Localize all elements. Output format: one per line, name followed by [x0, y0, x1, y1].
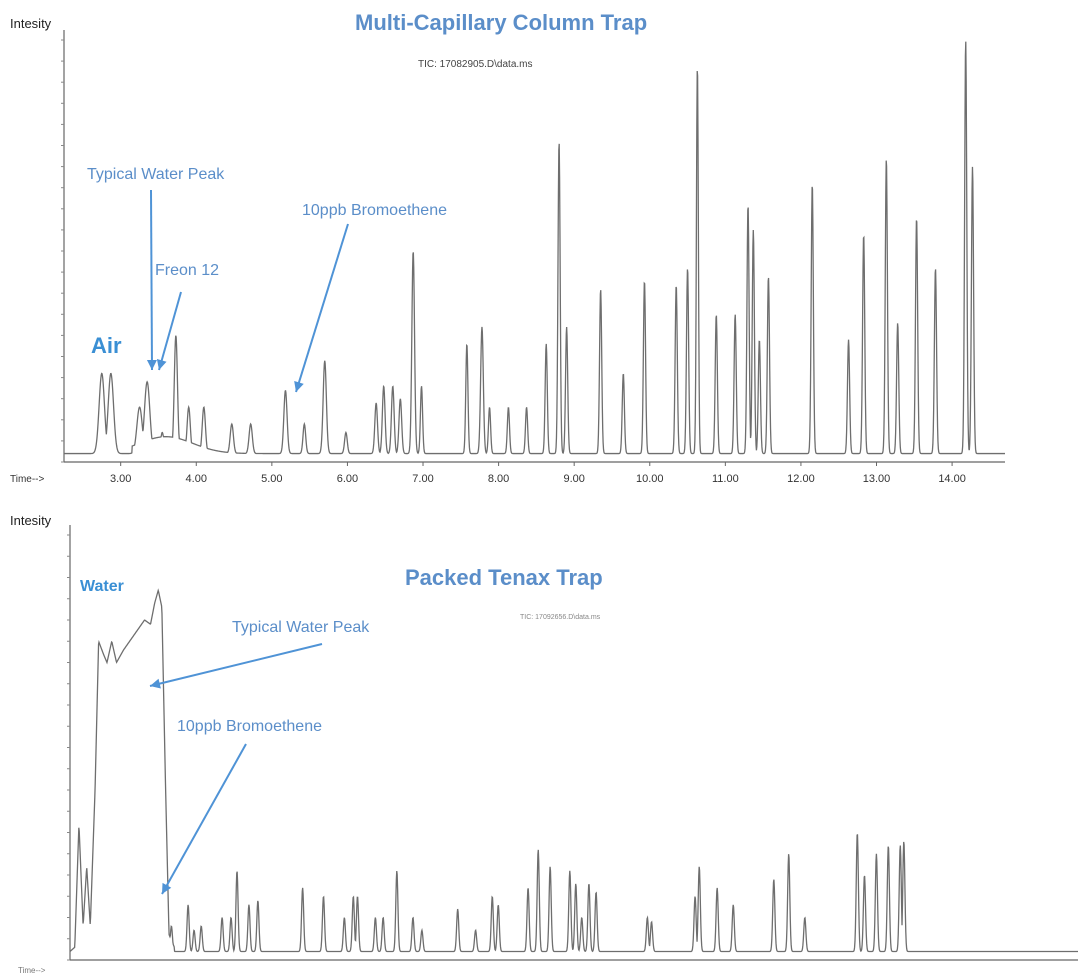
bottom-annotation-bromoethene: 10ppb Bromoethene: [177, 718, 322, 735]
water-peak-arrow-head: [146, 359, 157, 370]
bottom-chromatogram-plot: [67, 525, 1078, 961]
x-tick-label: 10.00: [636, 473, 664, 485]
x-tick-label: 7.00: [412, 473, 433, 485]
bottom-chart-title: Packed Tenax Trap: [405, 565, 603, 590]
bromoethene-arrow-head: [294, 380, 304, 392]
x-tick-label: 4.00: [186, 473, 207, 485]
x-tick-label: 6.00: [337, 473, 358, 485]
x-tick-label: 14.00: [938, 473, 966, 485]
bottom-annotation-water-peak: Typical Water Peak: [232, 619, 370, 636]
top-x-axis-label: Time-->: [10, 474, 45, 485]
water-peak-arrow: [150, 189, 153, 371]
freon-arrow: [158, 291, 182, 371]
chromatogram-trace: [69, 588, 1078, 953]
bottom-chart-panel: Intesity Packed Tenax Trap TIC: 17092656…: [0, 505, 1089, 976]
top-chromatogram-plot: 3.00 4.00 5.00 6.00 7.00 8.00 9.00 10.00 11.00 12…: [61, 30, 1005, 485]
x-tick-label: 9.00: [563, 473, 584, 485]
bottom-bromoethene-arrow-head: [162, 882, 172, 894]
top-chart-panel: Intesity Multi-Capillary Column Trap TIC…: [10, 10, 1005, 485]
top-annotation-water: Typical Water Peak: [87, 166, 225, 183]
bottom-annotation-water: Water: [80, 578, 124, 595]
bottom-bromoethene-arrow: [161, 743, 247, 895]
top-annotation-air: Air: [91, 333, 122, 358]
top-chart-title: Multi-Capillary Column Trap: [355, 10, 648, 35]
bottom-water-peak-arrow-head: [150, 678, 161, 689]
x-tick-label: 11.00: [712, 473, 739, 485]
x-tick-label: 13.00: [863, 473, 891, 485]
bromoethene-arrow: [295, 223, 349, 393]
top-y-axis-label: Intesity: [10, 16, 52, 31]
top-tic-label: TIC: 17082905.D\data.ms: [418, 59, 533, 70]
bottom-y-axis-label: Intesity: [10, 513, 52, 528]
bottom-x-axis-label: Time-->: [18, 966, 46, 975]
x-tick-label: 8.00: [488, 473, 509, 485]
x-tick-label: 5.00: [261, 473, 282, 485]
top-annotation-bromoethene: 10ppb Bromoethene: [302, 202, 447, 219]
bottom-tic-label: TIC: 17092656.D\data.ms: [520, 614, 601, 621]
top-annotation-freon: Freon 12: [155, 262, 220, 279]
x-tick-label: 12.00: [787, 473, 815, 485]
bottom-water-peak-arrow: [149, 643, 323, 687]
freon-arrow-head: [156, 359, 167, 370]
chromatogram-trace: [64, 41, 1005, 455]
x-tick-label: 3.00: [110, 473, 131, 485]
